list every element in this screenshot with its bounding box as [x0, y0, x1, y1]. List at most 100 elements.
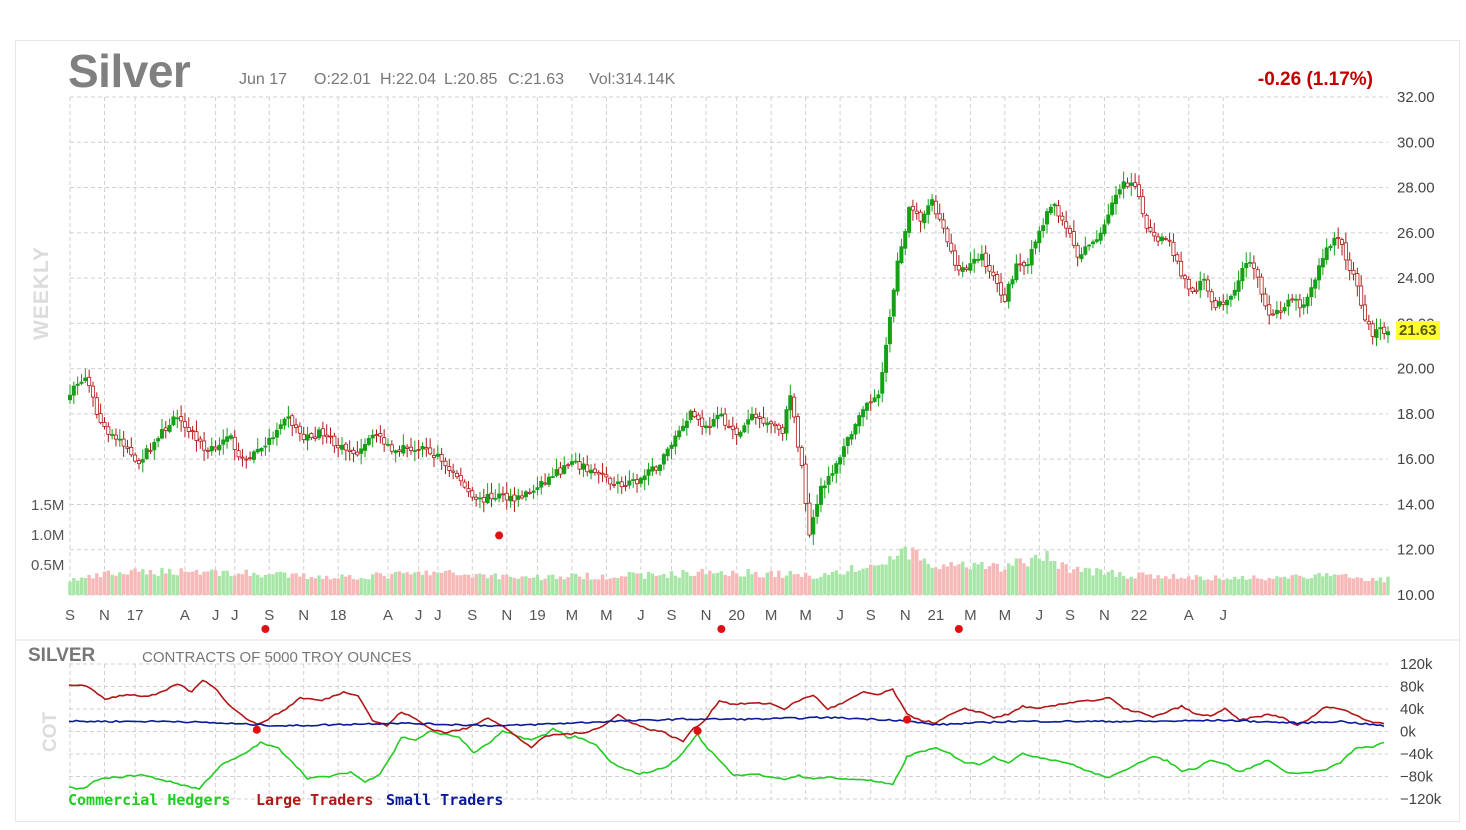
volume-bar	[87, 575, 91, 595]
volume-bar	[367, 579, 371, 595]
candle-body	[175, 417, 180, 420]
candle-body	[355, 451, 360, 456]
volume-bar	[1313, 574, 1317, 595]
volume-bar	[677, 577, 681, 595]
volume-bar	[547, 575, 551, 595]
candle-body	[933, 200, 938, 215]
legend-commercial[interactable]: Commercial Hedgers	[68, 791, 231, 809]
candle-body	[497, 493, 502, 499]
candle-body	[884, 344, 889, 373]
legend-small[interactable]: Small Traders	[386, 791, 504, 809]
volume-bar	[949, 562, 953, 595]
candle-body	[1094, 239, 1099, 242]
candle-body	[826, 475, 831, 485]
volume-bar	[436, 572, 440, 595]
volume-bar	[1118, 572, 1122, 595]
candle-body	[102, 422, 107, 427]
candle-body	[543, 482, 548, 485]
volume-bar	[1006, 563, 1011, 595]
candle-body	[1163, 238, 1168, 240]
candle-body	[431, 455, 436, 459]
candle-body	[439, 454, 444, 462]
candle-body	[1236, 280, 1241, 292]
volume-bar	[888, 556, 892, 595]
candle-body	[1317, 265, 1322, 281]
candle-body	[263, 445, 268, 448]
volume-bar	[501, 574, 505, 595]
time-tick-label: M	[964, 607, 977, 624]
candle-body	[1286, 299, 1291, 307]
candle-body	[1336, 237, 1341, 239]
volume-bar	[1171, 573, 1176, 595]
time-tick-label: N	[1099, 607, 1110, 624]
candle-body	[991, 271, 996, 277]
volume-bar	[317, 575, 321, 595]
candle-body	[255, 448, 260, 453]
volume-bar	[581, 579, 586, 595]
volume-bar	[508, 576, 513, 595]
volume-bar	[432, 571, 436, 595]
chart-title: Silver	[68, 45, 191, 97]
candle-body	[1228, 295, 1233, 300]
volume-bar	[769, 570, 773, 595]
candle-body	[79, 381, 84, 384]
candle-body	[899, 246, 904, 263]
candle-body	[968, 263, 973, 271]
volume-bar	[125, 574, 130, 595]
volume-bar	[1133, 578, 1137, 595]
volume-bar	[459, 575, 463, 595]
volume-bar	[202, 571, 206, 595]
volume-bar	[443, 571, 448, 595]
volume-bar	[1225, 578, 1229, 595]
candle-body	[956, 265, 961, 271]
volume-bar	[662, 573, 666, 595]
volume-bar	[849, 565, 854, 595]
candle-body	[1029, 248, 1034, 266]
volume-bar	[1033, 554, 1038, 595]
candle-body	[1259, 276, 1264, 295]
candle-body	[294, 424, 299, 428]
volume-bar	[416, 571, 421, 595]
volume-bar	[869, 564, 873, 595]
candle-body	[1121, 181, 1126, 189]
candle-body	[1136, 184, 1141, 198]
volume-bar	[110, 574, 114, 595]
volume-bar	[1355, 577, 1360, 595]
candle-body	[83, 377, 88, 382]
volume-bar	[895, 555, 900, 595]
volume-bar	[133, 568, 137, 595]
candle-body	[240, 456, 245, 459]
cot-marker	[903, 715, 912, 724]
candle-body	[562, 465, 567, 474]
candle-body	[692, 411, 697, 418]
volume-bar	[731, 570, 735, 595]
candle-body	[1294, 298, 1299, 301]
candle-body	[1267, 304, 1272, 316]
candle-body	[1194, 289, 1199, 292]
time-tick-label: J	[1036, 607, 1044, 624]
candle-body	[466, 488, 471, 493]
volume-bar	[704, 574, 708, 595]
candle-body	[313, 436, 318, 439]
candle-body	[673, 435, 678, 447]
volume-bar	[976, 564, 980, 595]
legend-large[interactable]: Large Traders	[256, 791, 374, 809]
volume-bar	[279, 571, 283, 595]
volume-bar	[175, 575, 179, 595]
volume-bar	[780, 577, 785, 595]
candle-body	[922, 213, 927, 224]
candle-body	[719, 413, 724, 417]
candle-body	[156, 438, 161, 442]
price-tick-label: 16.00	[1397, 451, 1435, 468]
cot-tick-label: 40k	[1400, 701, 1425, 718]
volume-bar	[505, 574, 509, 595]
volume-bar	[620, 576, 624, 595]
candle-body	[1006, 283, 1011, 302]
volume-bar	[1382, 582, 1386, 595]
volume-bar	[1190, 579, 1195, 595]
volume-bar	[926, 563, 930, 595]
volume-bar	[1378, 577, 1383, 595]
volume-bar	[800, 576, 804, 595]
volume-bar	[187, 572, 191, 595]
